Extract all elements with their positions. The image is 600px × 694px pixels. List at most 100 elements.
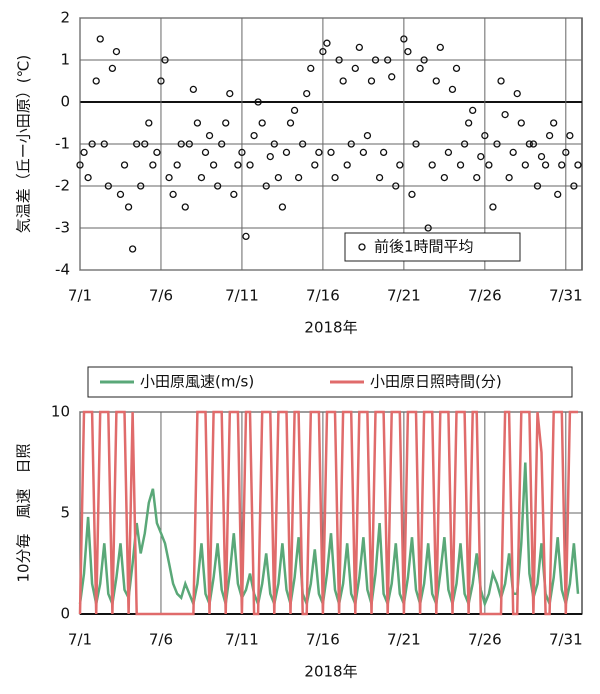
data-point	[222, 119, 230, 127]
data-point	[96, 35, 104, 43]
y-tick-label: 5	[60, 504, 70, 522]
data-point	[392, 182, 400, 190]
x-tick-label: 7/1	[68, 631, 92, 649]
data-point	[250, 131, 258, 140]
data-point	[566, 131, 574, 140]
data-point	[307, 64, 315, 73]
data-point	[258, 119, 266, 127]
data-point	[254, 98, 262, 106]
y-tick-label: -1	[55, 135, 70, 153]
y-tick-label: 2	[60, 9, 70, 27]
x-tick-label: 7/11	[225, 287, 259, 305]
data-point	[400, 35, 408, 43]
data-point	[375, 173, 384, 182]
legend-label: 小田原日照時間(分)	[370, 373, 502, 391]
data-point	[234, 161, 242, 169]
data-point	[424, 224, 432, 232]
data-point	[388, 73, 396, 81]
data-point	[558, 161, 566, 169]
data-point	[238, 148, 246, 157]
data-point	[319, 47, 327, 56]
data-point	[311, 161, 319, 169]
data-point	[570, 182, 578, 190]
series	[76, 35, 582, 253]
legend-marker	[358, 243, 366, 251]
data-point	[416, 64, 424, 73]
data-point	[444, 148, 453, 157]
data-point	[432, 77, 440, 85]
data-point	[533, 182, 542, 190]
data-point	[331, 173, 339, 182]
data-point	[384, 56, 392, 64]
data-point	[537, 152, 546, 161]
x-tick-label: 7/11	[225, 631, 259, 649]
data-point	[116, 190, 125, 199]
data-point	[246, 161, 254, 169]
data-point	[347, 140, 355, 148]
data-point	[189, 85, 198, 94]
data-point	[124, 203, 133, 211]
data-point	[408, 190, 416, 199]
data-point	[270, 140, 278, 148]
data-point	[505, 173, 513, 182]
data-point	[157, 77, 165, 85]
data-point	[509, 148, 517, 157]
data-point	[165, 173, 173, 182]
data-point	[242, 232, 250, 241]
data-point	[173, 161, 181, 169]
x-tick-label: 7/31	[549, 287, 583, 305]
data-point	[169, 190, 177, 199]
data-point	[209, 161, 218, 169]
x-tick-label: 7/6	[149, 631, 173, 649]
data-point	[282, 148, 291, 157]
data-point	[100, 140, 108, 148]
legend-label: 小田原風速(m/s)	[140, 373, 254, 391]
data-point	[343, 161, 351, 169]
data-point	[315, 148, 323, 157]
data-point	[521, 161, 529, 169]
data-point	[84, 173, 92, 182]
data-point	[562, 148, 570, 157]
x-tick-label: 7/16	[306, 631, 340, 649]
data-point	[323, 39, 331, 47]
data-point	[92, 77, 100, 85]
x-tick-label: 7/6	[149, 287, 173, 305]
data-point	[428, 161, 436, 169]
x-tick-label: 7/26	[468, 287, 502, 305]
data-point	[367, 77, 376, 85]
legend-label: 前後1時間平均	[374, 238, 474, 256]
data-point	[213, 182, 222, 190]
data-point	[294, 173, 303, 182]
data-point	[379, 148, 388, 157]
data-point	[128, 245, 137, 253]
data-point	[545, 131, 554, 140]
y-tick-label: 0	[60, 93, 70, 111]
data-point	[574, 161, 582, 169]
data-point	[286, 119, 295, 127]
x-tick-label: 7/16	[306, 287, 340, 305]
data-point	[218, 140, 226, 148]
data-point	[262, 182, 270, 190]
series-line	[78, 462, 580, 609]
data-point	[355, 43, 363, 52]
data-point	[469, 106, 477, 115]
data-point	[177, 140, 185, 148]
data-point	[460, 140, 469, 148]
legend-box	[344, 232, 521, 262]
data-point	[525, 140, 534, 148]
data-point	[120, 161, 129, 169]
data-point	[448, 85, 457, 94]
data-point	[88, 140, 96, 148]
data-point	[489, 203, 497, 211]
data-point	[396, 161, 404, 169]
data-point	[541, 161, 550, 169]
data-point	[440, 173, 449, 182]
data-point	[193, 119, 202, 127]
data-point	[363, 131, 372, 140]
y-tick-label: 0	[60, 605, 70, 623]
data-point	[456, 161, 465, 169]
data-point	[554, 190, 562, 199]
data-point	[473, 173, 481, 182]
data-point	[485, 161, 493, 169]
data-point	[80, 148, 88, 157]
